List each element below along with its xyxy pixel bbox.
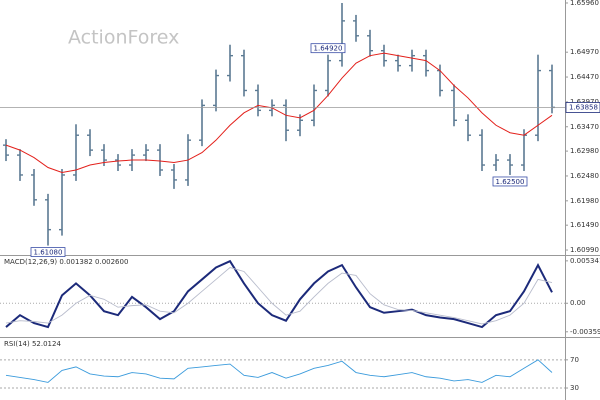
y-tick-label: 0.005341 (570, 257, 600, 265)
panel-title: MACD(12,26,9) 0.001382 0.002600 (4, 258, 128, 266)
y-tick-label: -0.003596 (570, 328, 600, 336)
y-tick-label: 1.61490 (570, 221, 599, 229)
indicator-line (5, 52, 553, 174)
indicator-line (5, 267, 553, 325)
y-tick-label: 70 (570, 356, 579, 364)
y-tick-label: 1.63470 (570, 123, 599, 131)
y-tick-label: 30 (570, 384, 579, 392)
annotation-box (30, 247, 66, 257)
annotation-box (492, 176, 528, 187)
y-tick-label: 1.62480 (570, 172, 599, 180)
y-tick-label: 1.63970 (570, 98, 599, 106)
y-tick-label: 1.65960 (570, 0, 599, 7)
annotation-box (310, 43, 346, 54)
watermark: ActionForex (68, 27, 179, 49)
y-tick-label: 1.64470 (570, 73, 599, 81)
indicator-line (5, 359, 553, 383)
y-tick-label: 1.61980 (570, 197, 599, 205)
y-tick-label: 1.62980 (570, 147, 599, 155)
y-tick-label: 1.60990 (570, 246, 599, 254)
annotation-label: 1.61080 (34, 249, 63, 257)
last-price-box (565, 102, 600, 113)
y-tick-label: 1.64970 (570, 48, 599, 56)
panel-title: RSI(14) 52.0124 (4, 340, 61, 348)
last-price-label: 1.63858 (569, 103, 598, 111)
indicator-line (5, 259, 553, 329)
annotation-label: 1.62500 (496, 178, 525, 186)
annotation-label: 1.64920 (314, 45, 343, 53)
y-tick-label: 0.00 (570, 299, 586, 307)
